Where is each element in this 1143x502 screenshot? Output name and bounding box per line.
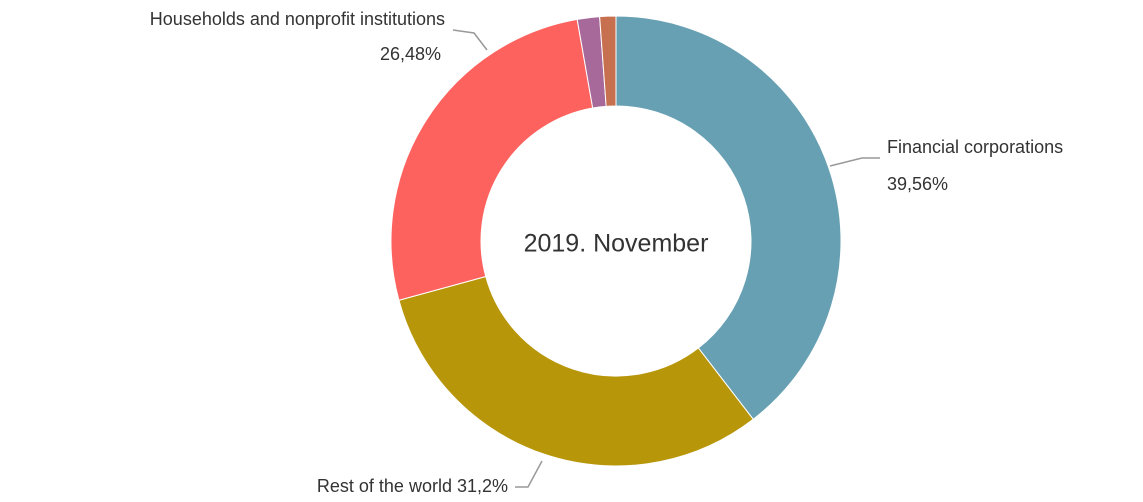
leader-line xyxy=(515,460,543,488)
slice xyxy=(390,18,594,301)
category-label: Households and nonprofit institutions xyxy=(150,9,445,29)
value-label: 31,2% xyxy=(457,476,508,496)
leader-line xyxy=(452,29,488,51)
value-label: 26,48% xyxy=(380,44,441,64)
center-label: 2019. November xyxy=(524,230,709,258)
leader-line xyxy=(829,157,880,167)
slice xyxy=(599,15,617,107)
value-label: 39,56% xyxy=(887,174,948,194)
category-label: Rest of the world xyxy=(317,476,452,496)
slice-label: Rest of the world 31,2% xyxy=(317,476,508,496)
slice xyxy=(615,15,842,421)
category-label: Financial corporations xyxy=(887,137,1063,157)
slices xyxy=(390,15,842,467)
slice xyxy=(398,275,754,467)
labels: Financial corporations 39,56% Rest of the … xyxy=(150,9,1063,496)
